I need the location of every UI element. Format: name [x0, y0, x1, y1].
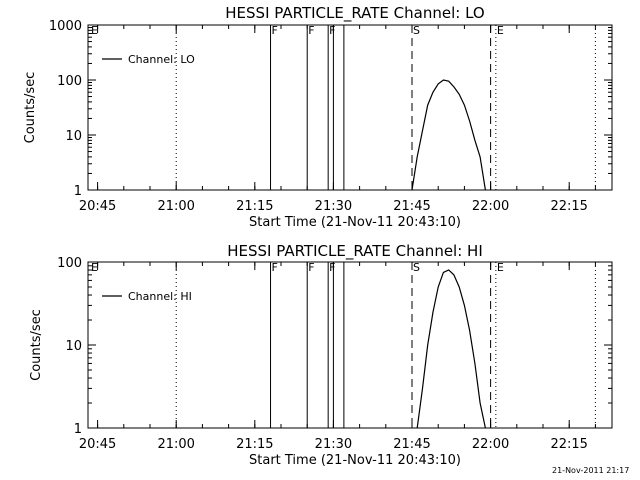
chart1-x-tick-label: 20:45 [79, 199, 116, 214]
chart1-plot-frame [87, 24, 613, 191]
chart2-x-axis-label: Start Time (21-Nov-11 20:43:10) [249, 453, 461, 468]
chart2-x-tick-label: 22:15 [550, 437, 587, 452]
chart1-y-axis-label: Counts/sec [23, 72, 38, 144]
chart1-x-tick-label: 22:00 [472, 199, 509, 214]
chart1-y-tick-label: 1 [74, 184, 82, 199]
chart1-x-tick-label: 22:15 [550, 199, 587, 214]
chart1-marker-label: F [329, 24, 335, 37]
chart2-y-axis-label: Counts/sec [29, 309, 44, 381]
chart2-x-tick-label: 20:45 [79, 437, 116, 452]
chart1-marker-label: E [91, 24, 98, 37]
chart2-y-tick-label: 1 [74, 422, 82, 437]
chart2-y-tick-label: 10 [65, 339, 82, 354]
chart1-y-tick-label: 1000 [49, 19, 82, 34]
chart2-marker-label: F [329, 261, 335, 274]
footer-timestamp: 21-Nov-2011 21:17 [552, 466, 630, 475]
chart2-x-tick-label: 22:00 [472, 437, 509, 452]
chart1-marker-label: F [308, 24, 314, 37]
chart1-y-tick-label: 10 [65, 129, 82, 144]
chart1-y-tick-label: 100 [57, 74, 82, 89]
chart1-marker-label: F [272, 24, 278, 37]
chart1-x-tick-label: 21:45 [393, 199, 430, 214]
chart2-marker-label: F [308, 261, 314, 274]
chart1-marker-label: E [497, 24, 504, 37]
chart1-series-line [411, 79, 486, 191]
chart1-x-tick-label: 21:15 [236, 199, 273, 214]
chart2-legend-label: Channel: HI [128, 290, 192, 303]
chart2-marker-label: S [413, 261, 420, 274]
chart1-marker-label: S [413, 24, 420, 37]
chart2-title: HESSI PARTICLE_RATE Channel: HI [227, 242, 483, 261]
chart2-marker-label: E [91, 261, 98, 274]
chart1-x-tick-label: 21:00 [157, 199, 194, 214]
chart2-x-tick-label: 21:45 [393, 437, 430, 452]
chart2-marker-label: F [272, 261, 278, 274]
chart1-x-tick-label: 21:30 [315, 199, 352, 214]
chart1-title: HESSI PARTICLE_RATE Channel: LO [225, 4, 484, 23]
chart1-x-axis-label: Start Time (21-Nov-11 20:43:10) [249, 215, 461, 230]
chart2-x-tick-label: 21:15 [236, 437, 273, 452]
chart2-series-line [416, 269, 486, 429]
chart1-legend-label: Channel: LO [128, 53, 195, 66]
chart2-y-tick-label: 100 [57, 256, 82, 271]
chart2-x-tick-label: 21:00 [157, 437, 194, 452]
chart2-plot-frame [87, 261, 613, 429]
chart2-x-tick-label: 21:30 [315, 437, 352, 452]
chart2-marker-label: E [497, 261, 504, 274]
